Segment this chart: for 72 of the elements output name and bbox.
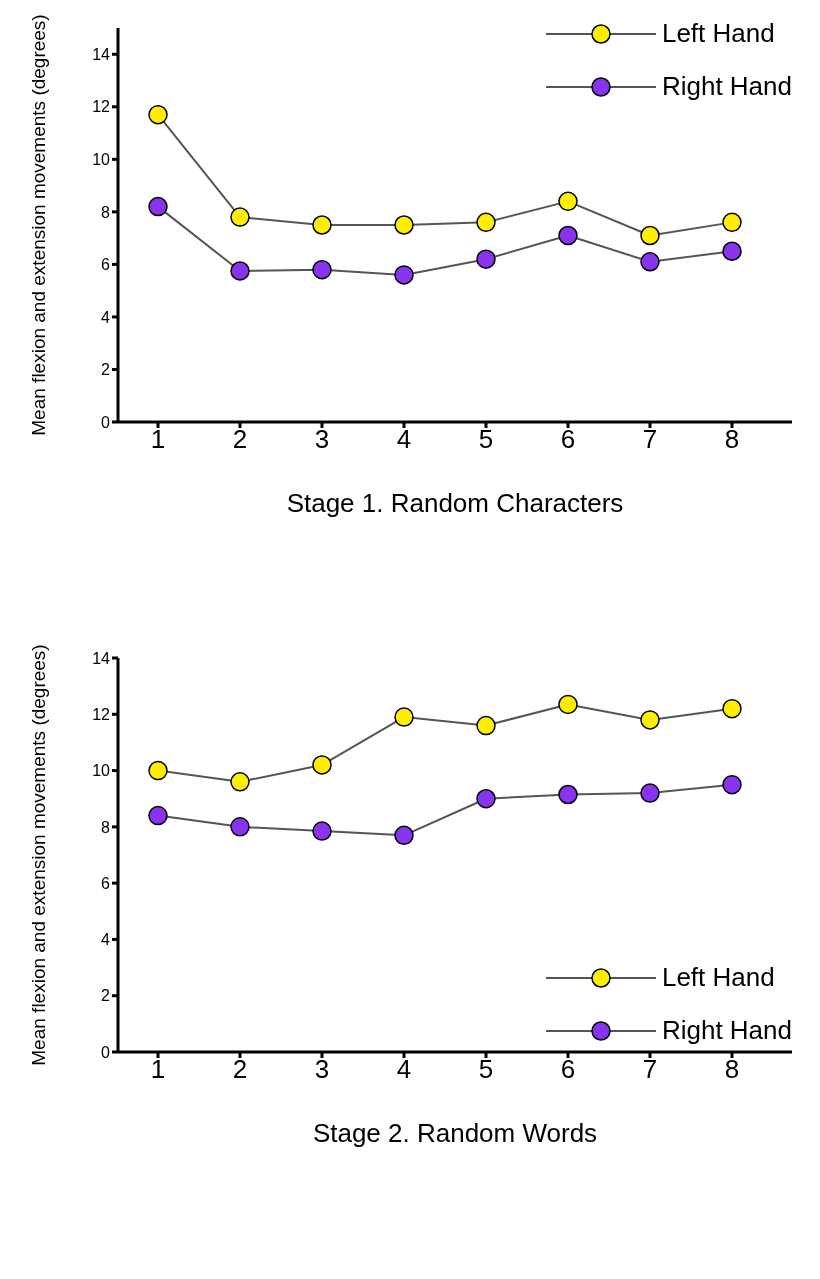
point bbox=[312, 259, 332, 280]
y-tick-label: 6 bbox=[101, 256, 111, 274]
legend-label: Right Hand bbox=[661, 1015, 792, 1046]
x-tick-label: 1 bbox=[150, 424, 166, 455]
x-tick-label: 1 bbox=[150, 1054, 166, 1085]
point bbox=[230, 772, 250, 792]
point bbox=[230, 261, 250, 281]
point bbox=[476, 249, 496, 269]
point bbox=[476, 212, 496, 233]
y-tick-label: 2 bbox=[101, 987, 111, 1005]
x-tick-label: 5 bbox=[478, 424, 494, 455]
y-tick-label: 0 bbox=[101, 1043, 111, 1061]
point bbox=[640, 252, 660, 272]
x-tick-label: 3 bbox=[314, 1054, 330, 1085]
y-tick-label: 4 bbox=[101, 308, 111, 326]
legend-label: Right Hand bbox=[661, 71, 792, 102]
point bbox=[722, 212, 742, 233]
point bbox=[394, 215, 414, 235]
x-tick-label: 5 bbox=[478, 1054, 494, 1085]
y-tick-label: 2 bbox=[101, 361, 111, 379]
y-axis-title: Mean flexion and extension movements (degrees) bbox=[27, 14, 49, 436]
point bbox=[722, 241, 742, 262]
y-tick-label: 12 bbox=[92, 705, 111, 723]
point bbox=[394, 825, 414, 846]
x-tick-label: 7 bbox=[642, 1054, 658, 1085]
y-tick-label: 4 bbox=[101, 931, 111, 949]
x-tick-label: 8 bbox=[724, 1054, 740, 1085]
x-tick-label: 2 bbox=[232, 424, 248, 455]
y-tick-label: 6 bbox=[101, 874, 111, 892]
point bbox=[640, 783, 660, 803]
point bbox=[394, 265, 414, 285]
point bbox=[640, 225, 660, 246]
x-tick-label: 7 bbox=[642, 424, 658, 455]
point bbox=[476, 715, 496, 736]
point bbox=[722, 698, 742, 719]
point bbox=[312, 755, 332, 775]
y-tick-label: 14 bbox=[92, 45, 111, 63]
point bbox=[230, 207, 250, 227]
point bbox=[640, 710, 660, 730]
x-tick-label: 2 bbox=[232, 1054, 248, 1085]
y-tick-label: 12 bbox=[92, 98, 111, 116]
point bbox=[312, 215, 332, 235]
point bbox=[148, 104, 168, 125]
point bbox=[312, 821, 332, 841]
x-tick-label: 4 bbox=[396, 424, 412, 455]
x-axis-title: Stage 1. Random Characters bbox=[286, 488, 624, 518]
point bbox=[558, 784, 578, 805]
legend-label: Left Hand bbox=[661, 18, 775, 49]
point bbox=[148, 196, 168, 217]
y-tick-label: 10 bbox=[92, 762, 111, 780]
y-tick-label: 8 bbox=[101, 818, 111, 836]
point bbox=[558, 191, 578, 212]
y-tick-label: 14 bbox=[92, 649, 111, 667]
point bbox=[148, 805, 168, 826]
y-tick-label: 8 bbox=[101, 203, 111, 221]
y-tick-label: 0 bbox=[101, 413, 111, 431]
x-tick-label: 8 bbox=[724, 424, 740, 455]
x-tick-label: 6 bbox=[560, 1054, 576, 1085]
y-axis-title: Mean flexion and extension movements (degrees) bbox=[27, 644, 49, 1066]
x-tick-label: 6 bbox=[560, 424, 576, 455]
x-tick-label: 4 bbox=[396, 1054, 412, 1085]
point bbox=[558, 694, 578, 715]
point bbox=[394, 707, 414, 727]
x-tick-label: 3 bbox=[314, 424, 330, 455]
point bbox=[722, 774, 742, 795]
x-axis-title: Stage 2. Random Words bbox=[312, 1118, 598, 1148]
legend-label: Left Hand bbox=[661, 962, 775, 993]
point bbox=[148, 760, 168, 781]
y-tick-label: 10 bbox=[92, 151, 111, 169]
point bbox=[476, 788, 496, 809]
point bbox=[230, 817, 250, 837]
point bbox=[558, 225, 578, 246]
